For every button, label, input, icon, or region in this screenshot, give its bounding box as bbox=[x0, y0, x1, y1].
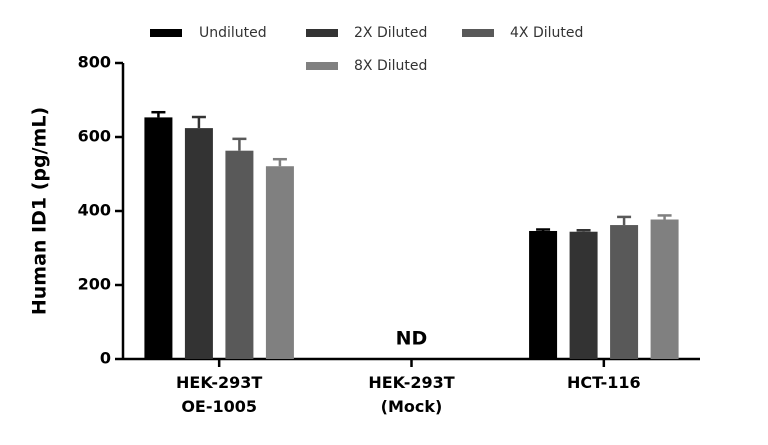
y-tick-label: 600 bbox=[78, 127, 111, 146]
bar bbox=[529, 230, 558, 359]
annotation: ND bbox=[396, 328, 428, 350]
legend-swatch bbox=[150, 29, 182, 37]
y-tick-label: 0 bbox=[100, 349, 111, 368]
bar bbox=[144, 117, 173, 359]
x-tick-label: HCT-116 bbox=[567, 373, 641, 392]
y-tick-label: 400 bbox=[78, 201, 111, 220]
y-tick-label: 800 bbox=[78, 53, 111, 72]
legend-swatch bbox=[306, 62, 338, 70]
bar bbox=[610, 225, 639, 359]
y-tick-label: 200 bbox=[78, 275, 111, 294]
bar bbox=[569, 231, 598, 359]
bar bbox=[184, 128, 213, 359]
legend-swatch bbox=[306, 29, 338, 37]
x-tick-label: HEK-293T OE-1005 bbox=[176, 373, 262, 416]
legend-label: 8X Diluted bbox=[354, 58, 427, 74]
legend-label: 4X Diluted bbox=[510, 25, 583, 41]
bar bbox=[265, 166, 294, 359]
y-axis-label: Human ID1 (pg/mL) bbox=[29, 107, 51, 315]
legend-label: 2X Diluted bbox=[354, 25, 427, 41]
x-tick-label: HEK-293T (Mock) bbox=[368, 373, 454, 416]
bar bbox=[650, 219, 679, 359]
legend-label: Undiluted bbox=[199, 25, 267, 41]
bar bbox=[225, 150, 254, 359]
legend-swatch bbox=[462, 29, 494, 37]
